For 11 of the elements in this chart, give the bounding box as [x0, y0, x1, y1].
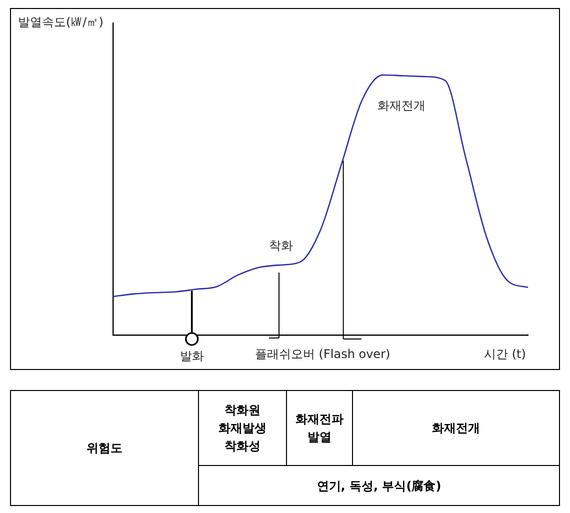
- annotation: 착화: [269, 238, 294, 253]
- text: 화재전파 발열: [286, 390, 352, 466]
- y-axis-title: 발열속도(㎾/㎡): [18, 14, 104, 31]
- text: 연기, 독성, 부식(腐食): [198, 466, 560, 506]
- text: 착화원 화재발생 착화성: [198, 390, 286, 466]
- x-axis-title: 시간 (t): [484, 346, 526, 363]
- text: 플래쉬오버 (Flash over): [254, 347, 390, 362]
- annotation: 화재전개: [377, 98, 426, 112]
- text: 화재전개: [352, 390, 560, 466]
- text: 위험도: [10, 390, 198, 506]
- text: 발화: [180, 349, 204, 364]
